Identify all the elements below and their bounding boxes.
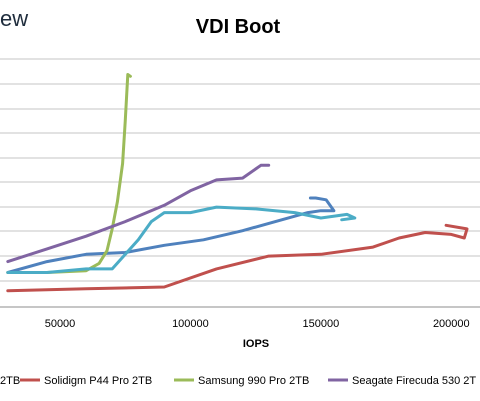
x-tick-label: 100000 <box>172 318 209 330</box>
x-axis-label: IOPS <box>243 338 269 350</box>
legend-label-1: Solidigm P44 Pro 2TB <box>44 375 152 387</box>
x-tick-label: 150000 <box>303 318 340 330</box>
series-line-0 <box>6 196 336 274</box>
logo-text: ew <box>0 6 28 31</box>
x-tick-label: 50000 <box>45 318 76 330</box>
x-tick-label: 200000 <box>433 318 470 330</box>
legend-label-2: Samsung 990 Pro 2TB <box>198 375 309 387</box>
series-line-4 <box>6 205 357 274</box>
series-lines <box>6 73 469 293</box>
legend: 2TB Solidigm P44 Pro 2TB Samsung 990 Pro 2… <box>0 375 476 387</box>
legend-label-3: Seagate Firecuda 530 2T <box>352 375 476 387</box>
gridlines <box>0 58 480 308</box>
chart-title: VDI Boot <box>196 16 281 38</box>
x-axis-ticks: 50000 100000 150000 200000 <box>45 318 470 330</box>
legend-label-0: 2TB <box>0 375 20 387</box>
series-line-3 <box>6 163 271 264</box>
series-line-1 <box>6 223 469 293</box>
